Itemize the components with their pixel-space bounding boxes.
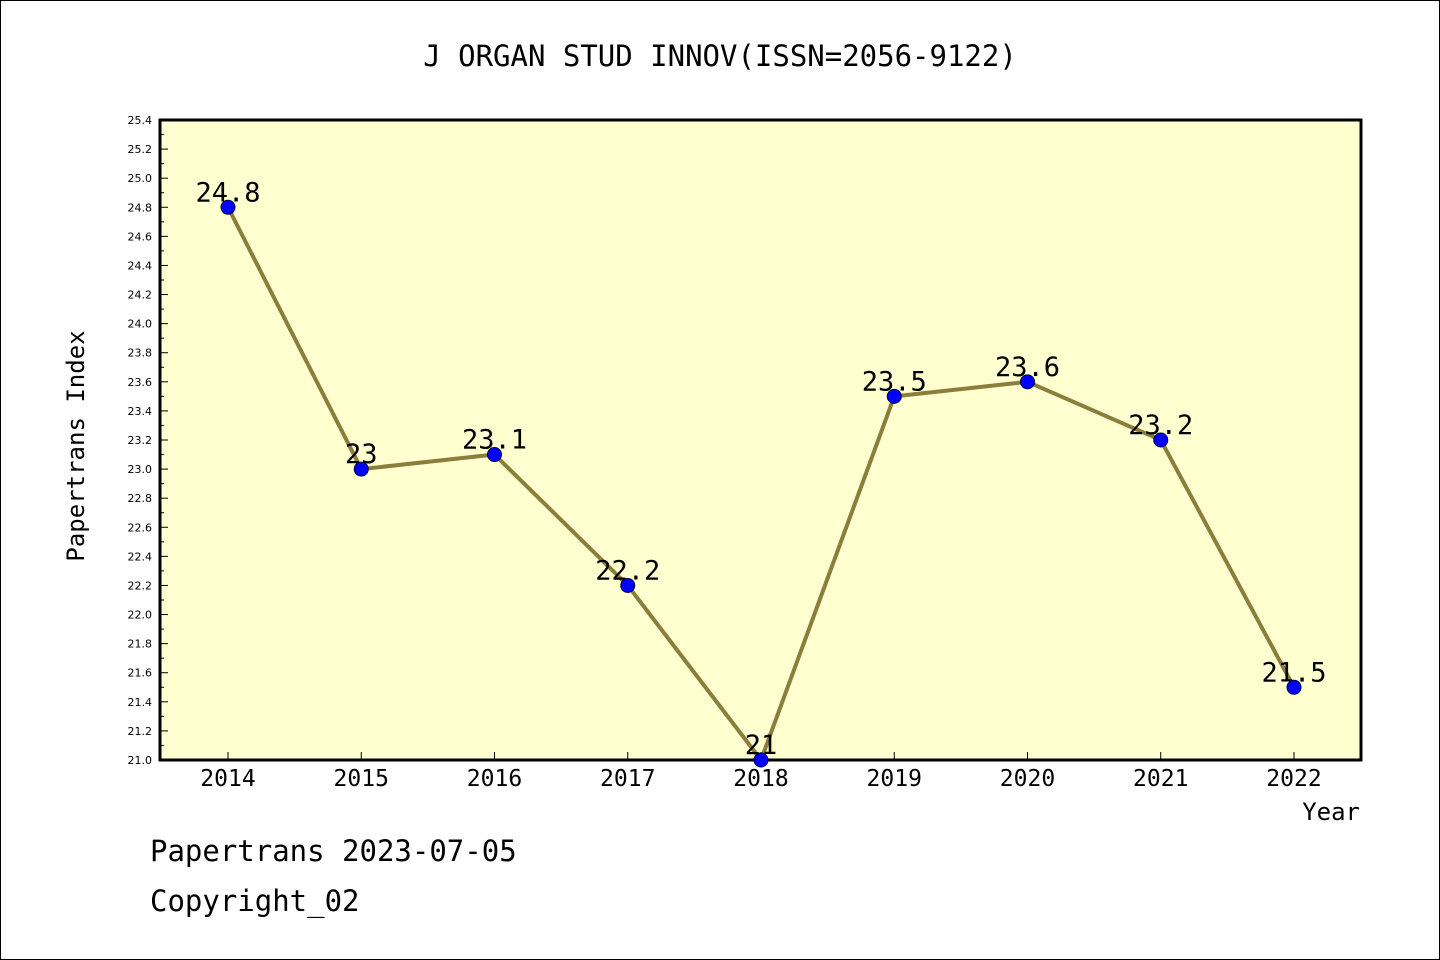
y-tick-label: 22.8 (128, 492, 153, 505)
y-tick-label: 25.2 (128, 143, 153, 156)
y-tick-label: 22.0 (128, 609, 153, 622)
data-label: 23.5 (862, 366, 927, 397)
x-tick-label: 2018 (733, 766, 788, 792)
data-label: 21 (745, 730, 778, 761)
y-tick-label: 25.0 (128, 172, 153, 185)
x-axis: 2014 2015 2016 2017 2018 2019 2020 2021 2022 (200, 752, 1322, 792)
y-tick-label: 23.8 (128, 347, 153, 360)
y-axis: 21.0 21.2 21.4 21.6 21.8 22.0 22.2 22.4 22.6 22.8… (128, 114, 168, 767)
x-tick-label: 2017 (600, 766, 655, 792)
x-tick-label: 2022 (1266, 766, 1321, 792)
y-tick-label: 24.2 (128, 289, 153, 302)
chart-title: J ORGAN STUD INNOV(ISSN=2056-9122) (423, 39, 1017, 73)
data-label: 23 (345, 439, 378, 470)
x-tick-label: 2014 (200, 766, 255, 792)
x-tick-label: 2020 (1000, 766, 1055, 792)
data-points (220, 199, 1302, 768)
x-tick-label: 2015 (334, 766, 389, 792)
y-tick-label: 21.8 (128, 638, 153, 651)
data-label: 23.6 (995, 352, 1060, 383)
data-point (1020, 374, 1035, 390)
footer-date: Papertrans 2023-07-05 (150, 834, 517, 868)
y-tick-label: 22.2 (128, 579, 153, 592)
data-label: 23.1 (462, 425, 527, 456)
y-tick-label: 22.4 (128, 550, 153, 563)
y-tick-label: 24.8 (128, 201, 153, 214)
data-point (353, 461, 369, 477)
data-point (620, 577, 636, 593)
y-tick-label: 21.2 (128, 725, 153, 738)
y-tick-label: 23.4 (128, 405, 153, 418)
x-tick-label: 2019 (867, 766, 922, 792)
data-labels: 24.8 23 23.1 22.2 21 23.5 23.6 23.2 21.5 (195, 177, 1326, 761)
y-tick-label: 23.0 (128, 463, 153, 476)
x-tick-label: 2016 (467, 766, 522, 792)
y-tick-label: 24.4 (128, 259, 153, 272)
y-tick-label: 24.6 (128, 230, 153, 243)
data-point (886, 388, 902, 404)
data-point (220, 199, 236, 215)
y-tick-label: 24.0 (128, 318, 153, 331)
data-label: 23.2 (1128, 410, 1193, 441)
footer-copyright: Copyright_02 (150, 884, 360, 918)
y-tick-label: 21.0 (128, 754, 153, 767)
x-axis-label: Year (1302, 798, 1360, 826)
data-point (1286, 679, 1302, 695)
data-label: 22.2 (595, 555, 660, 586)
x-tick-label: 2021 (1133, 766, 1188, 792)
y-tick-label: 25.4 (128, 114, 153, 127)
y-tick-label: 23.2 (128, 434, 153, 447)
data-point (753, 752, 769, 768)
y-tick-label: 22.6 (128, 521, 153, 534)
data-point (1153, 432, 1169, 448)
data-label: 24.8 (195, 177, 260, 208)
y-axis-label: Papertrans Index (62, 330, 90, 561)
y-tick-label: 21.6 (128, 667, 153, 680)
data-point (487, 447, 502, 463)
data-label: 21.5 (1261, 657, 1326, 688)
y-tick-label: 23.6 (128, 376, 153, 389)
y-tick-label: 21.4 (128, 696, 153, 709)
